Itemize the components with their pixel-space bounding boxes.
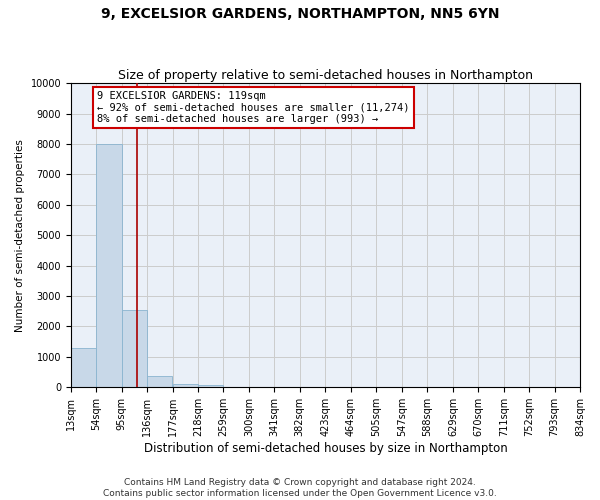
X-axis label: Distribution of semi-detached houses by size in Northampton: Distribution of semi-detached houses by …: [143, 442, 508, 455]
Bar: [122, 310, 147, 387]
Bar: [173, 384, 198, 387]
Bar: [198, 385, 223, 387]
Bar: [148, 376, 172, 387]
Bar: [71, 348, 96, 387]
Text: 9, EXCELSIOR GARDENS, NORTHAMPTON, NN5 6YN: 9, EXCELSIOR GARDENS, NORTHAMPTON, NN5 6…: [101, 8, 499, 22]
Y-axis label: Number of semi-detached properties: Number of semi-detached properties: [15, 139, 25, 332]
Text: 9 EXCELSIOR GARDENS: 119sqm
← 92% of semi-detached houses are smaller (11,274)
8: 9 EXCELSIOR GARDENS: 119sqm ← 92% of sem…: [97, 91, 409, 124]
Text: Contains HM Land Registry data © Crown copyright and database right 2024.
Contai: Contains HM Land Registry data © Crown c…: [103, 478, 497, 498]
Title: Size of property relative to semi-detached houses in Northampton: Size of property relative to semi-detach…: [118, 69, 533, 82]
Bar: [97, 144, 122, 387]
